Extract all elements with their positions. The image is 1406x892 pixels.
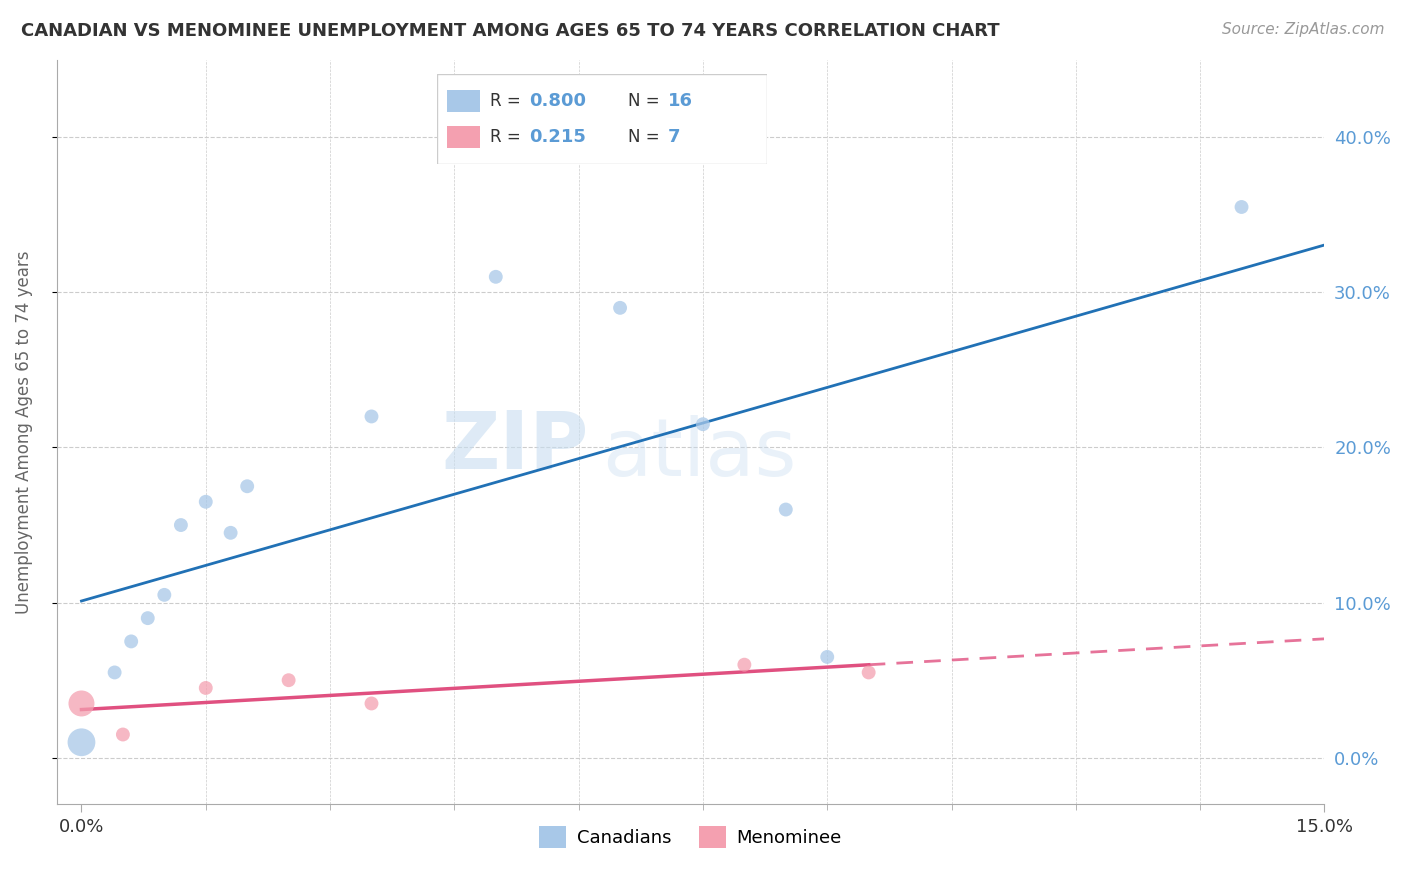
Point — [858, 665, 880, 680]
Point — [111, 727, 134, 741]
Text: Source: ZipAtlas.com: Source: ZipAtlas.com — [1222, 22, 1385, 37]
Y-axis label: Unemployment Among Ages 65 to 74 years: Unemployment Among Ages 65 to 74 years — [15, 251, 32, 614]
Point — [236, 479, 259, 493]
Text: atlas: atlas — [602, 416, 796, 493]
Point — [277, 673, 299, 688]
Point — [70, 735, 93, 749]
Point — [775, 502, 797, 516]
Text: ZIP: ZIP — [441, 408, 589, 486]
Point — [692, 417, 714, 432]
Text: CANADIAN VS MENOMINEE UNEMPLOYMENT AMONG AGES 65 TO 74 YEARS CORRELATION CHART: CANADIAN VS MENOMINEE UNEMPLOYMENT AMONG… — [21, 22, 1000, 40]
Point — [194, 495, 217, 509]
Point — [170, 518, 193, 533]
Point — [153, 588, 176, 602]
Point — [485, 269, 508, 284]
Point — [360, 697, 382, 711]
Point — [104, 665, 127, 680]
Point — [1230, 200, 1253, 214]
Point — [219, 525, 242, 540]
Point — [733, 657, 755, 672]
Point — [136, 611, 159, 625]
Point — [70, 697, 93, 711]
Point — [120, 634, 142, 648]
Point — [194, 681, 217, 695]
Legend: Canadians, Menominee: Canadians, Menominee — [531, 818, 849, 855]
Point — [609, 301, 631, 315]
Point — [815, 649, 838, 664]
Point — [360, 409, 382, 424]
